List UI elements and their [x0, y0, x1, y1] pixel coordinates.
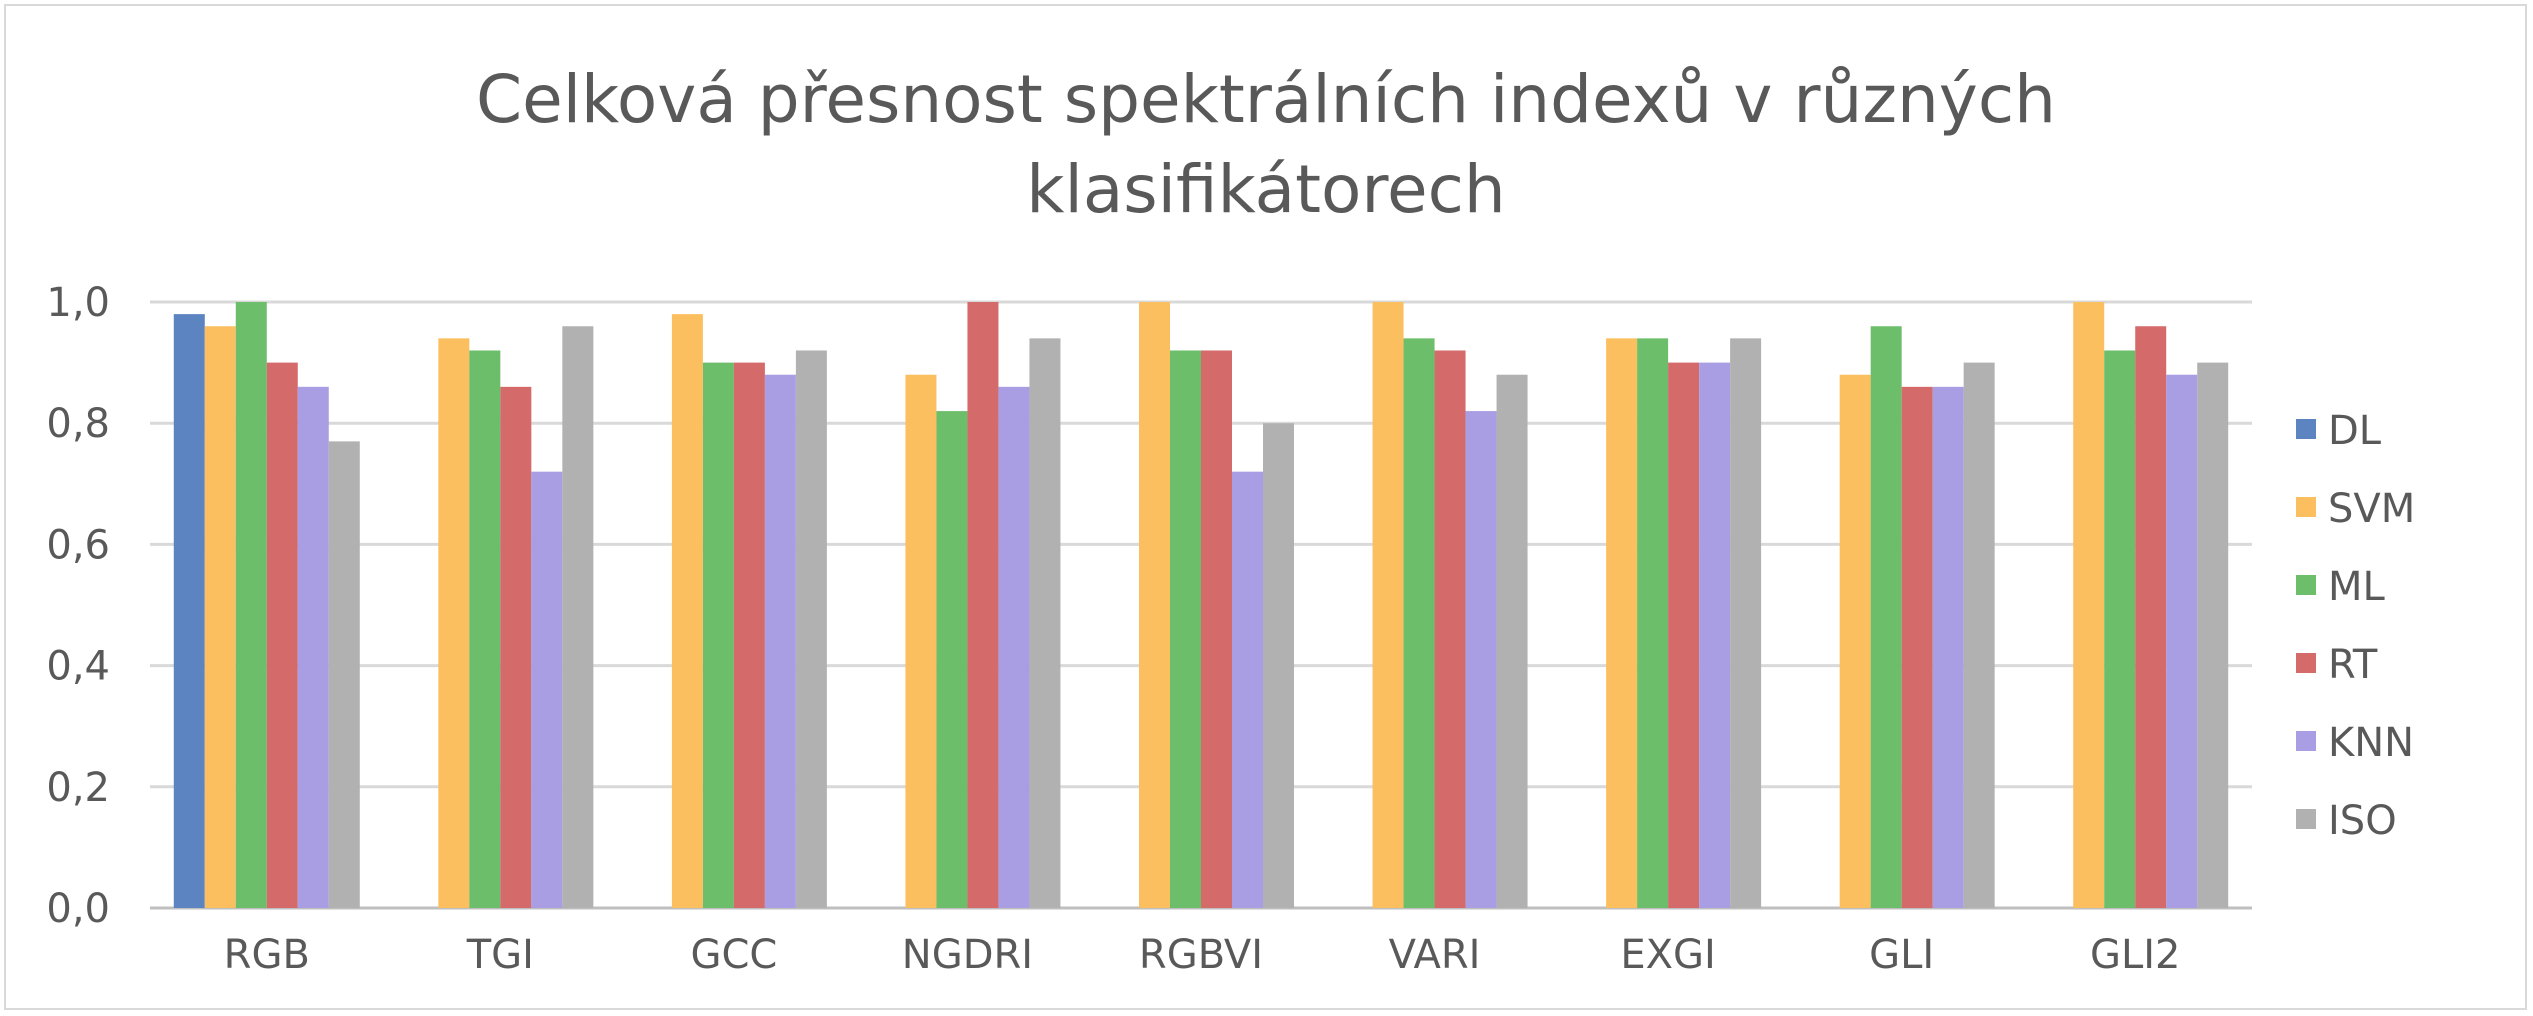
y-tick-label: 0,6	[46, 522, 110, 568]
bars	[173, 302, 2229, 909]
bar-rt-rgb	[266, 362, 298, 909]
chart-title-line-1: Celková přesnost spektrálních indexů v r…	[476, 61, 2056, 138]
bar-iso-vari	[1496, 374, 1528, 909]
bar-rt-exgi	[1668, 362, 1700, 909]
legend-label-iso: ISO	[2328, 798, 2397, 844]
bar-ml-rgbvi	[1170, 350, 1201, 909]
legend-swatch-svm	[2296, 497, 2316, 517]
bar-knn-exgi	[1699, 362, 1731, 909]
legend-label-svm: SVM	[2328, 486, 2415, 532]
bar-ml-gcc	[702, 362, 734, 909]
bar-rt-ngdri	[967, 302, 999, 908]
bar-knn-ngdri	[998, 386, 1030, 909]
bar-ml-tgi	[469, 350, 501, 909]
bar-iso-gli2	[2197, 362, 2229, 909]
legend-label-rt: RT	[2328, 642, 2378, 688]
bar-knn-gli	[1932, 386, 1964, 909]
bar-svm-rgb	[204, 326, 236, 908]
bar-knn-rgb	[297, 386, 329, 909]
legend-swatch-knn	[2296, 731, 2316, 751]
legend-label-dl: DL	[2328, 408, 2382, 454]
bar-svm-gcc	[671, 314, 703, 908]
bar-iso-ngdri	[1029, 338, 1061, 908]
bar-svm-rgbvi	[1139, 302, 1170, 908]
bar-rt-gli	[1901, 386, 1933, 909]
bar-iso-tgi	[562, 326, 594, 908]
legend-label-knn: KNN	[2328, 720, 2414, 766]
bar-knn-rgbvi	[1232, 471, 1263, 908]
bar-rt-rgbvi	[1201, 350, 1232, 909]
bar-ml-vari	[1403, 338, 1435, 908]
bar-ml-exgi	[1637, 338, 1669, 908]
bar-ml-gli2	[2104, 350, 2136, 909]
bar-dl-rgb	[173, 314, 205, 908]
bar-svm-exgi	[1606, 338, 1638, 908]
bar-svm-gli2	[2073, 302, 2105, 908]
bar-iso-exgi	[1730, 338, 1762, 908]
x-tick-label: RGB	[224, 932, 310, 978]
y-tick-label: 0,2	[46, 765, 110, 811]
legend: DL SVM ML RT KNN ISO	[2296, 408, 2415, 844]
legend-swatch-rt	[2296, 653, 2316, 673]
x-tick-label: NGDRI	[902, 932, 1033, 978]
legend-label-ml: ML	[2328, 564, 2386, 610]
bar-svm-gli	[1839, 374, 1871, 909]
bar-knn-gli2	[2166, 374, 2198, 909]
bar-ml-rgb	[235, 302, 267, 908]
x-tick-label: EXGI	[1620, 932, 1715, 978]
y-tick-label: 1,0	[46, 280, 110, 326]
bar-iso-rgb	[328, 441, 360, 908]
bar-svm-ngdri	[905, 374, 937, 909]
bar-knn-vari	[1465, 411, 1497, 908]
bar-ml-gli	[1870, 326, 1902, 908]
bar-iso-rgbvi	[1263, 423, 1294, 908]
legend-swatch-iso	[2296, 809, 2316, 829]
bar-rt-vari	[1434, 350, 1466, 909]
x-tick-label: GLI	[1869, 932, 1934, 978]
x-tick-label: VARI	[1389, 932, 1481, 978]
legend-swatch-dl	[2296, 419, 2316, 439]
bar-ml-ngdri	[936, 411, 968, 908]
bar-knn-tgi	[531, 471, 563, 908]
x-tick-label: GLI2	[2090, 932, 2181, 978]
y-tick-label: 0,8	[46, 401, 110, 447]
y-tick-label: 0,4	[46, 644, 110, 690]
y-tick-label: 0,0	[46, 886, 110, 932]
bar-svm-tgi	[438, 338, 470, 908]
x-tick-label: GCC	[690, 932, 777, 978]
y-axis-ticks: 0,0 0,2 0,4 0,6 0,8 1,0	[46, 280, 110, 932]
bar-iso-gli	[1963, 362, 1995, 909]
bar-rt-gli2	[2135, 326, 2167, 908]
chart-title-line-2: klasifikátorech	[1026, 151, 1505, 228]
x-tick-label: TGI	[466, 932, 534, 978]
bar-svm-vari	[1372, 302, 1404, 908]
x-tick-label: RGBVI	[1139, 932, 1263, 978]
x-axis-ticks: RGB TGI GCC NGDRI RGBVI VARI EXGI GLI GLI2	[224, 932, 2181, 978]
bar-rt-gcc	[733, 362, 765, 909]
legend-swatch-ml	[2296, 575, 2316, 595]
bar-rt-tgi	[500, 386, 532, 909]
bar-iso-gcc	[795, 350, 827, 909]
bar-knn-gcc	[764, 374, 796, 909]
